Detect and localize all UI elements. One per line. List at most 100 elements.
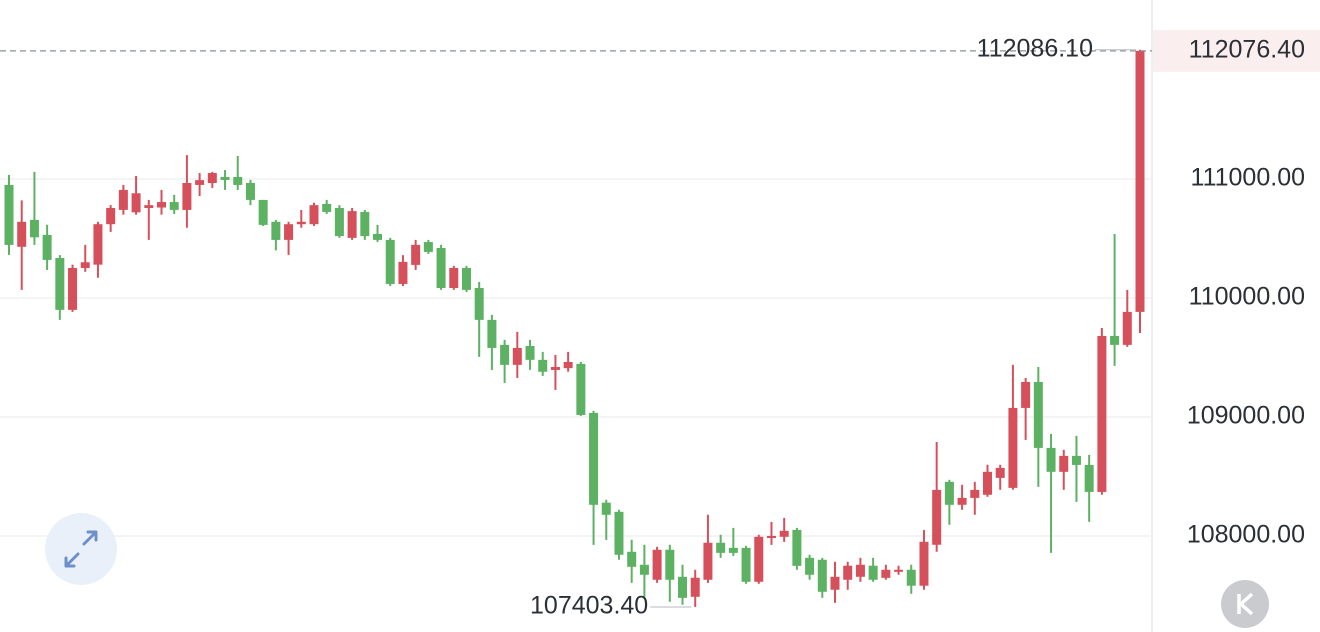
candle-body <box>271 221 281 240</box>
expand-icon[interactable] <box>64 530 98 568</box>
candle-body <box>411 244 421 265</box>
candle-body <box>156 202 166 208</box>
candle-body <box>932 489 942 545</box>
candle-body <box>728 547 738 553</box>
candle-body <box>716 542 726 553</box>
candle-body <box>1021 381 1031 408</box>
y-tick-label: 110000.00 <box>1189 283 1305 311</box>
candle-body <box>207 173 217 184</box>
candle-body <box>830 576 840 590</box>
candle-body <box>868 565 878 580</box>
candle-body <box>55 257 65 310</box>
candle-body <box>322 203 332 212</box>
candle-body <box>589 412 599 505</box>
candle-body <box>80 262 90 268</box>
candle-body <box>652 549 662 580</box>
k-button[interactable] <box>1221 580 1269 628</box>
candle-body <box>245 183 255 200</box>
candle-body <box>1135 50 1145 312</box>
k-button-bg[interactable] <box>1221 580 1269 628</box>
candle-body <box>995 467 1005 478</box>
candle-body <box>970 489 980 498</box>
candle-body <box>614 511 624 555</box>
candle-body <box>512 347 522 365</box>
candle-body <box>220 176 230 180</box>
candle-body <box>741 547 751 582</box>
expand-button-bg[interactable] <box>45 513 117 585</box>
candle-body <box>233 176 243 185</box>
candle-body <box>805 557 815 575</box>
candle-body <box>373 233 383 240</box>
candle-body <box>4 184 14 245</box>
candle-body <box>957 497 967 505</box>
candle-body <box>1110 335 1120 345</box>
last-price-label: 112076.40 <box>1189 35 1305 63</box>
candle-body <box>754 536 764 582</box>
candle-body <box>1059 455 1069 472</box>
candle-body <box>983 471 993 495</box>
candle-body <box>665 549 675 580</box>
candle-body <box>106 208 116 225</box>
k-icon[interactable] <box>1237 592 1254 616</box>
candle-body <box>1097 335 1107 492</box>
candle-body <box>131 193 141 213</box>
candle-body <box>576 363 586 415</box>
candle-body <box>881 569 891 578</box>
candle-body <box>919 541 929 586</box>
candle-body <box>894 569 904 572</box>
candle-body <box>195 180 205 185</box>
candle-body <box>538 359 548 372</box>
candle-body <box>144 205 154 209</box>
candle-body <box>182 183 192 210</box>
y-tick-label: 109000.00 <box>1187 402 1305 430</box>
extreme-marker-label: 107403.40 <box>530 592 648 620</box>
candle-body <box>792 529 802 566</box>
candle-body <box>461 267 471 290</box>
candle-body <box>550 366 560 370</box>
candle-body <box>334 208 344 237</box>
candle-body <box>284 224 294 240</box>
candle-body <box>690 577 700 597</box>
candle-body <box>398 261 408 284</box>
candle-body <box>525 345 535 360</box>
y-tick-label: 111000.00 <box>1191 164 1305 192</box>
candle-body <box>360 211 370 237</box>
candle-body <box>703 542 713 580</box>
candle-body <box>678 576 688 598</box>
candle-body <box>817 559 827 592</box>
candle-body <box>1008 407 1018 488</box>
candle-body <box>627 551 637 567</box>
candle-body <box>1071 455 1081 465</box>
candle-body <box>779 530 789 537</box>
candle-body <box>436 247 446 288</box>
candle-body <box>1033 381 1043 448</box>
candle-body <box>118 189 128 210</box>
candle-body <box>385 239 395 284</box>
candle-body <box>42 234 52 260</box>
candle-body <box>855 564 865 577</box>
candle-body <box>843 565 853 580</box>
candle-body <box>258 199 268 225</box>
candle-body <box>169 202 179 210</box>
expand-button[interactable] <box>45 513 117 585</box>
extreme-marker-label: 112086.10 <box>977 34 1093 62</box>
candle-body <box>500 344 510 365</box>
candle-body <box>296 221 306 225</box>
candle-body <box>639 564 649 575</box>
candle-body <box>601 502 611 515</box>
candle-body <box>449 267 459 288</box>
candle-body <box>1046 447 1056 472</box>
candle-body <box>17 221 27 247</box>
candle-body <box>1122 311 1132 345</box>
candle-body <box>487 319 497 348</box>
last-price-box <box>1153 29 1320 72</box>
candle-body <box>347 211 357 238</box>
candle-body <box>309 205 319 225</box>
candle-body <box>29 219 39 238</box>
candle-body <box>93 224 103 265</box>
candle-body <box>944 481 954 505</box>
candle-body <box>68 267 78 310</box>
